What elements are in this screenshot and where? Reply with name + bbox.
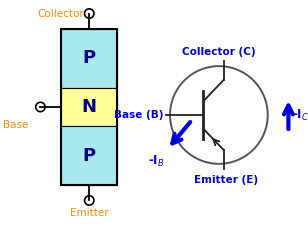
Bar — [61, 29, 117, 88]
Bar — [61, 88, 117, 126]
Text: Emitter (E): Emitter (E) — [194, 175, 258, 185]
Text: N: N — [82, 98, 97, 116]
Text: -I$_B$: -I$_B$ — [148, 154, 165, 169]
Text: Base (B): Base (B) — [114, 110, 164, 120]
Text: Collector (C): Collector (C) — [182, 47, 256, 57]
Text: Base: Base — [3, 120, 28, 130]
Text: Emitter: Emitter — [70, 208, 108, 218]
Text: Collector: Collector — [38, 8, 85, 19]
Text: P: P — [83, 147, 96, 165]
Bar — [61, 29, 117, 185]
Bar — [61, 126, 117, 185]
Text: P: P — [83, 49, 96, 67]
Text: -I$_C$: -I$_C$ — [292, 107, 308, 123]
